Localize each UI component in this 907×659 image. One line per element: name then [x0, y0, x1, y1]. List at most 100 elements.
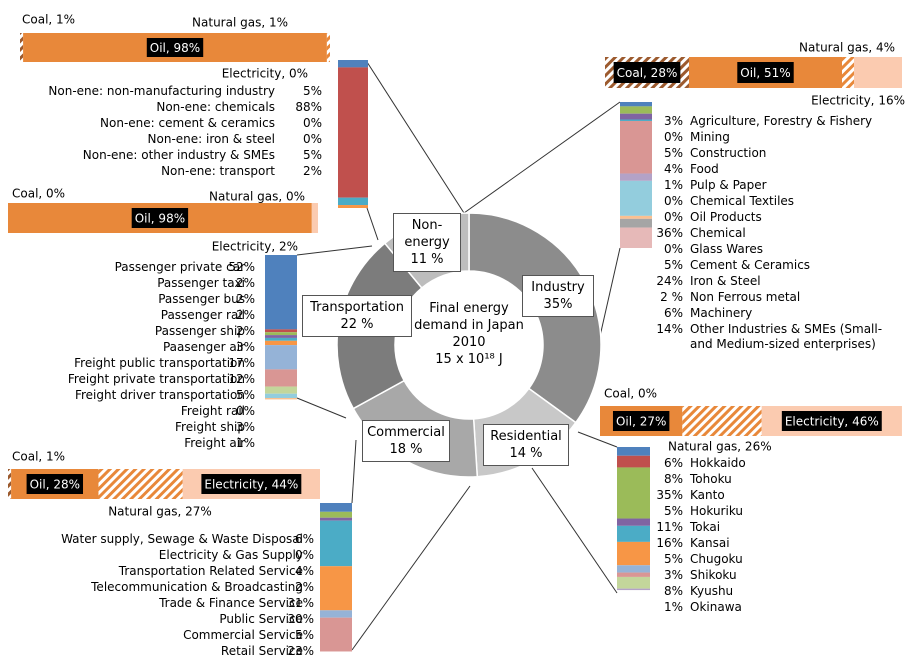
item-name: Non-ene: iron & steel [147, 132, 275, 146]
item-value: 3% [235, 420, 255, 434]
item-segment [620, 227, 652, 248]
item-name: Oil Products [690, 210, 762, 224]
item-name: Freight public transportation [74, 356, 245, 370]
item-name: Trade & Finance Service [159, 596, 303, 610]
item-value: 5% [663, 504, 683, 518]
item-value: 5% [663, 258, 683, 272]
fuel-label: Oil, 27% [616, 415, 666, 429]
item-value: 24% [656, 274, 683, 288]
fuel-label: Electricity, 0% [222, 67, 308, 81]
item-name: Passenger bus [158, 292, 245, 306]
item-segment [338, 205, 368, 208]
connector [366, 61, 465, 214]
sector-value: 35% [543, 297, 573, 312]
item-segment [265, 393, 297, 398]
item-segment [265, 329, 297, 333]
item-value: 2% [302, 164, 322, 178]
fuel-segment [98, 469, 183, 499]
center-label: Final energy demand in Japan 2010 15 x 10… [409, 300, 529, 368]
sector-value: 14 % [509, 446, 543, 461]
fuel-segment [8, 469, 12, 499]
fuel-label: Oil, 98% [135, 212, 185, 226]
fuel-label-bg [146, 38, 204, 57]
item-name: Pulp & Paper [690, 178, 767, 192]
connector [531, 467, 618, 594]
donut-sector [468, 212, 602, 424]
fuel-label: Natural gas, 1% [192, 16, 288, 30]
connector [351, 485, 471, 651]
item-name: Non-ene: cement & ceramics [100, 116, 275, 130]
item-segment [617, 467, 650, 519]
fuel-inside-label: Electricity, 44% [201, 474, 302, 494]
item-name: Passenger private car [114, 260, 245, 274]
sector-value: 18 % [389, 442, 423, 457]
item-value: 35% [656, 488, 683, 502]
sector-label-box: Residential 14 % [483, 424, 569, 466]
item-name: Kanto [690, 488, 725, 502]
fuel-inside-label: Oil, 28% [26, 474, 84, 494]
item-segment [620, 106, 652, 114]
item-value: 5% [302, 84, 322, 98]
item-segment [620, 180, 652, 216]
sector-label-box: Non-energy 11 % [393, 213, 461, 272]
fuel-label-bg [26, 474, 84, 494]
item-segment [617, 525, 650, 542]
sector-name: Industry [531, 280, 585, 295]
item-segment [617, 565, 650, 573]
fuel-label: Natural gas, 0% [209, 190, 305, 204]
item-value: 5% [294, 628, 314, 642]
item-name: Non-ene: chemicals [156, 100, 275, 114]
fuel-segment [854, 57, 902, 88]
fuel-label-bg [131, 208, 189, 228]
item-name: Freight ship [175, 420, 245, 434]
item-segment [338, 60, 368, 68]
sector-value: 11 % [410, 252, 444, 267]
center-title: Final energy demand in Japan 2010 [414, 301, 524, 350]
fuel-label-bg [781, 411, 882, 431]
sector-value: 22 % [340, 317, 374, 332]
item-segment [617, 447, 650, 456]
item-name: Retail Service [220, 644, 303, 658]
item-value: 0% [663, 210, 683, 224]
item-name: Non-ene: non-manufacturing industry [48, 84, 275, 98]
connector [296, 245, 373, 256]
item-name: Other Industries & SMEs (Small- and Medi… [690, 322, 883, 351]
item-segment [265, 340, 297, 346]
item-segment [320, 503, 352, 512]
item-name: Non-ene: transport [161, 164, 275, 178]
fuel-label: Oil, 98% [150, 41, 200, 55]
fuel-label: Natural gas, 4% [799, 41, 895, 55]
fuel-segment [311, 203, 318, 233]
fuel-segment [20, 33, 24, 62]
item-segment [617, 455, 650, 468]
sector-label-box: Commercial 18 % [362, 420, 450, 462]
item-name: Chemical [690, 226, 746, 240]
connectors [296, 61, 621, 651]
connector [463, 101, 621, 214]
fuel-label-bg [612, 411, 670, 431]
fuel-segment [326, 33, 330, 62]
item-name: Okinawa [690, 600, 742, 614]
item-value: 4% [294, 564, 314, 578]
item-name: Kansai [690, 536, 730, 550]
item-name: Non Ferrous metal [690, 290, 801, 304]
fuel-label: Coal, 1% [22, 13, 75, 27]
fuel-label: Electricity, 16% [811, 94, 905, 108]
item-value: 2% [235, 276, 255, 290]
fuel-label: Natural gas, 26% [668, 440, 772, 454]
item-segment [620, 113, 652, 120]
fuel-inside-label: Oil, 98% [146, 38, 204, 57]
item-segment [265, 255, 297, 330]
item-name: Telecommunication & Broadcasting [91, 580, 303, 594]
item-name: Water supply, Sewage & Waste Disposal [61, 532, 303, 546]
item-name: Hokkaido [690, 456, 746, 470]
item-name: Transportation Related Service [118, 564, 303, 578]
item-name: Paasenger air [162, 340, 245, 354]
item-value: 12% [228, 372, 255, 386]
sector-name: Transportation [310, 300, 404, 315]
item-value: 8% [663, 584, 683, 598]
item-value: 2% [235, 308, 255, 322]
item-value: 36% [656, 226, 683, 240]
item-value: 1% [663, 600, 683, 614]
